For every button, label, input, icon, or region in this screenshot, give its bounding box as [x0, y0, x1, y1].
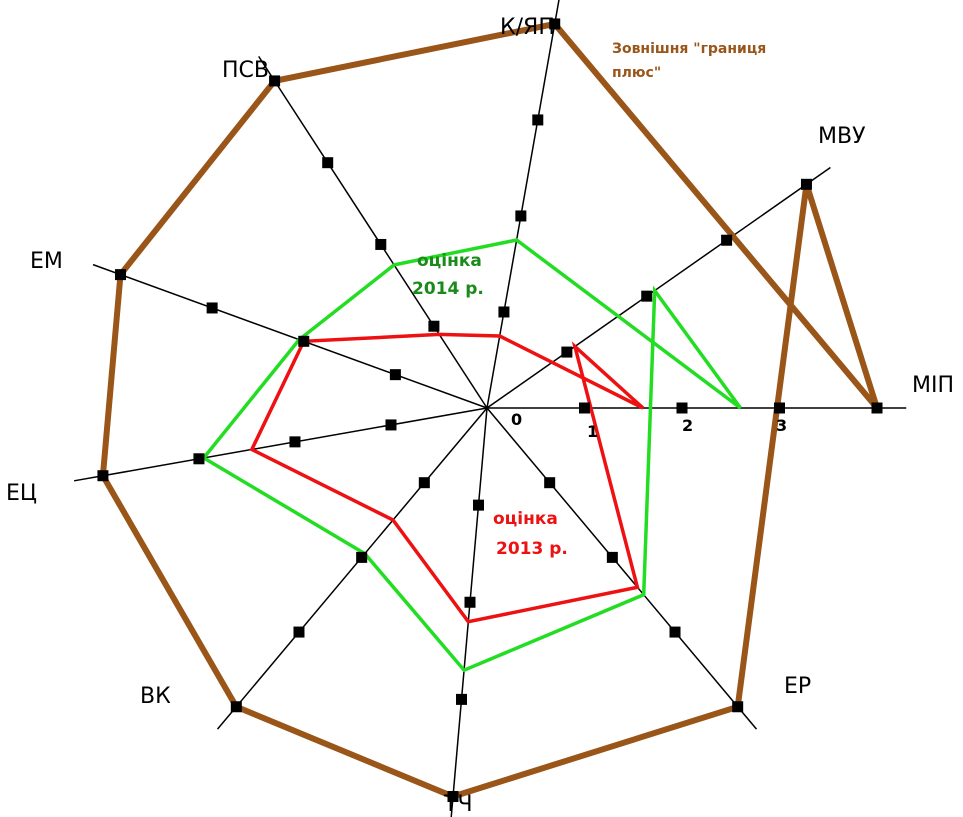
tick-marker-psv-4 — [269, 75, 281, 87]
tick-marker-ets-2 — [289, 436, 301, 448]
tick-marker-k-yap-1 — [498, 306, 510, 318]
tick-marker-em-1 — [389, 369, 401, 381]
series-2013-label-line-1: оцінка — [493, 509, 558, 529]
tick-marker-vk-1 — [418, 477, 430, 489]
tick-marker-ets-3 — [193, 453, 205, 465]
tick-marker-mip-3 — [774, 402, 785, 414]
tick-marker-psv-3 — [322, 157, 334, 169]
tick-marker-k-yap-2 — [515, 210, 527, 222]
series-2014-label-line-1: оцінка — [417, 251, 482, 271]
axis-label-mvu: МВУ — [818, 124, 866, 149]
outer-boundary-label-line-2: плюс" — [612, 65, 661, 81]
tick-marker-er-2 — [606, 551, 618, 563]
axis-label-vk: ВК — [140, 684, 171, 709]
series-2013-label-line-2: 2013 р. — [496, 539, 568, 559]
tick-marker-er-1 — [544, 477, 556, 489]
tick-marker-em-4 — [115, 269, 127, 281]
tick-marker-mip-2 — [676, 402, 688, 414]
axis-label-k-yap: К/ЯП — [500, 15, 555, 40]
axis-line-ets — [73, 407, 488, 482]
axis-labels: МІП К/ЯП ПСВ ЕМ ЕЦ ВК ТЧ ЕР МВУ — [6, 15, 954, 817]
tick-label-3: 3 — [776, 416, 787, 435]
axis-label-em: ЕМ — [30, 249, 63, 274]
tick-marker-em-2 — [298, 335, 310, 347]
axis-line-mvu — [486, 166, 831, 409]
tick-marker-vk-4 — [230, 701, 242, 713]
series-2013-polygon — [249, 332, 645, 624]
tick-marker-tch-4 — [447, 791, 459, 803]
tick-marker-k-yap-3 — [532, 114, 544, 126]
axes-layer — [73, 0, 907, 817]
tick-marker-er-4 — [732, 701, 744, 713]
series-labels: Зовнішня "границя плюс" оцінка 2014 р. о… — [412, 41, 766, 559]
tick-marker-mvu-2 — [641, 290, 653, 302]
tick-marker-em-3 — [206, 302, 218, 314]
tick-marker-ets-4 — [97, 470, 109, 482]
axis-label-er: ЕР — [784, 674, 811, 699]
series-layer — [99, 20, 880, 800]
tick-labels: 0 1 2 3 — [511, 410, 787, 441]
tick-marker-mvu-1 — [561, 346, 573, 358]
tick-label-2: 2 — [682, 416, 693, 435]
tick-marker-vk-3 — [293, 626, 305, 638]
tick-marker-psv-1 — [428, 320, 440, 332]
tick-marker-k-yap-4 — [549, 18, 561, 30]
axis-line-em — [92, 263, 488, 409]
axis-line-er — [486, 407, 758, 730]
tick-marker-tch-2 — [464, 596, 476, 608]
series-2014-polygon — [201, 238, 742, 673]
tick-label-0: 0 — [511, 410, 522, 429]
series-outer-boundary-polygon — [99, 20, 880, 800]
ticks-layer — [97, 18, 883, 803]
tick-marker-tch-3 — [456, 693, 468, 705]
tick-marker-vk-2 — [356, 551, 368, 563]
axis-label-mip: МІП — [912, 373, 954, 398]
axis-line-vk — [216, 407, 488, 730]
tick-marker-mip-4 — [871, 402, 883, 414]
tick-marker-tch-1 — [473, 499, 485, 511]
axis-line-k-yap — [486, 0, 560, 409]
outer-boundary-label-line-1: Зовнішня "границя — [612, 41, 766, 57]
series-2014-label-line-2: 2014 р. — [412, 279, 484, 299]
tick-marker-ets-1 — [385, 419, 397, 431]
axis-line-psv — [258, 55, 488, 409]
axis-line-tch — [450, 407, 488, 817]
tick-marker-mip-1 — [579, 402, 590, 414]
axis-label-ets: ЕЦ — [6, 481, 37, 506]
tick-marker-mvu-4 — [800, 178, 812, 190]
axis-label-psv: ПСВ — [222, 58, 269, 83]
tick-marker-mvu-3 — [721, 234, 733, 246]
tick-marker-er-3 — [669, 626, 681, 638]
tick-marker-psv-2 — [375, 238, 387, 250]
tick-label-1: 1 — [587, 422, 598, 441]
axis-label-tch: ТЧ — [443, 792, 473, 817]
